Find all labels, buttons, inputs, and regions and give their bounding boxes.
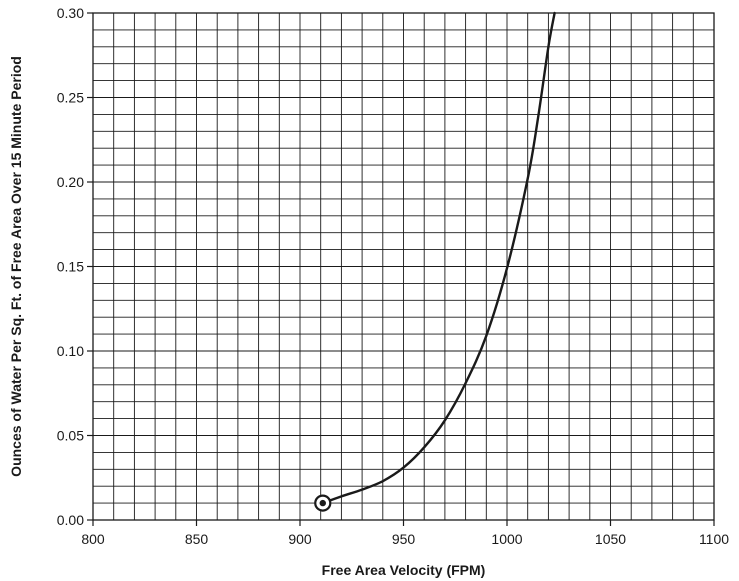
y-tick-label: 0.30	[57, 5, 84, 21]
y-tick-label: 0.05	[57, 428, 84, 444]
x-axis-title: Free Area Velocity (FPM)	[322, 562, 486, 578]
y-tick-label: 0.10	[57, 343, 84, 359]
x-tick-label: 800	[81, 531, 105, 547]
y-tick-label: 0.25	[57, 90, 84, 106]
x-tick-label: 1100	[699, 531, 729, 547]
y-tick-label: 0.15	[57, 259, 84, 275]
x-tick-label: 850	[185, 531, 209, 547]
y-tick-label: 0.00	[57, 512, 84, 528]
series-line	[321, 11, 556, 505]
x-tick-label: 950	[392, 531, 416, 547]
grid	[93, 13, 714, 520]
start-marker-dot	[319, 499, 326, 507]
tick-labels: 800 850 900 950 1000 1050 1100 0.00 0.05 0.10 0.15…	[57, 5, 730, 547]
x-tick-label: 1000	[491, 531, 522, 547]
y-axis-title: Ounces of Water Per Sq. Ft. of Free Area…	[8, 56, 24, 477]
y-tick-label: 0.20	[57, 174, 84, 190]
series-layer	[314, 11, 556, 512]
x-tick-label: 900	[288, 531, 312, 547]
x-tick-label: 1050	[595, 531, 626, 547]
